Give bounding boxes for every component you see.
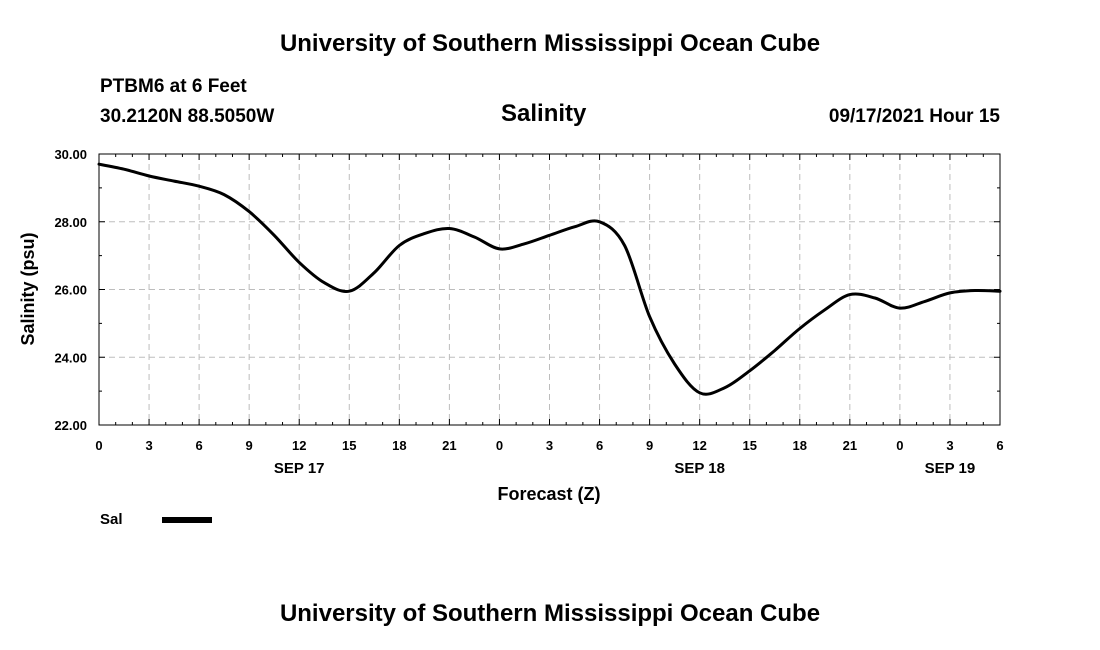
x-tick-label: 15 [342,438,356,453]
date-labels: SEP 17 SEP 18 SEP 19 [274,460,975,477]
date-label: SEP 19 [925,460,976,477]
legend-label-sal: Sal [100,511,123,528]
location-label: 30.2120N 88.5050W [100,106,275,127]
axis-ticks [98,153,1001,426]
y-tick-label: 30.00 [54,147,87,162]
date-label: SEP 17 [274,460,325,477]
grid-lines [99,154,1000,425]
x-tick-label: 21 [843,438,857,453]
x-tick-label: 18 [793,438,807,453]
x-tick-label: 6 [996,438,1003,453]
x-tick-labels: 0 3 6 9 12 15 18 21 0 3 6 9 12 15 18 21 0 3 6 [95,438,1003,453]
x-tick-label: 21 [442,438,456,453]
chart-title: Salinity [501,100,587,127]
x-tick-label: 0 [496,438,503,453]
x-tick-label: 3 [145,438,152,453]
x-tick-label: 9 [646,438,653,453]
y-tick-label: 22.00 [54,418,87,433]
y-tick-labels: 22.00 24.00 26.00 28.00 30.00 [54,147,87,433]
date-label: SEP 18 [674,460,725,477]
x-tick-label: 15 [742,438,756,453]
timestamp-label: 09/17/2021 Hour 15 [828,106,1000,127]
series-line-sal [97,162,1002,396]
x-tick-label: 18 [392,438,406,453]
legend: Sal [100,511,212,528]
x-tick-label: 9 [246,438,253,453]
x-tick-label: 3 [946,438,953,453]
top-title: University of Southern Mississippi Ocean… [279,30,821,57]
station-label: PTBM6 at 6 Feet [100,76,247,97]
bottom-title: University of Southern Mississippi Ocean… [279,600,821,627]
y-axis-title: Salinity (psu) [18,232,38,345]
x-axis-title: Forecast (Z) [497,484,600,504]
y-tick-label: 28.00 [54,215,87,230]
x-tick-label: 6 [195,438,202,453]
y-tick-label: 26.00 [54,283,87,298]
x-tick-label: 12 [692,438,706,453]
x-tick-label: 3 [546,438,553,453]
x-tick-label: 6 [596,438,603,453]
x-tick-label: 0 [95,438,102,453]
y-tick-label: 24.00 [54,350,87,365]
x-tick-label: 0 [896,438,903,453]
x-tick-label: 12 [292,438,306,453]
